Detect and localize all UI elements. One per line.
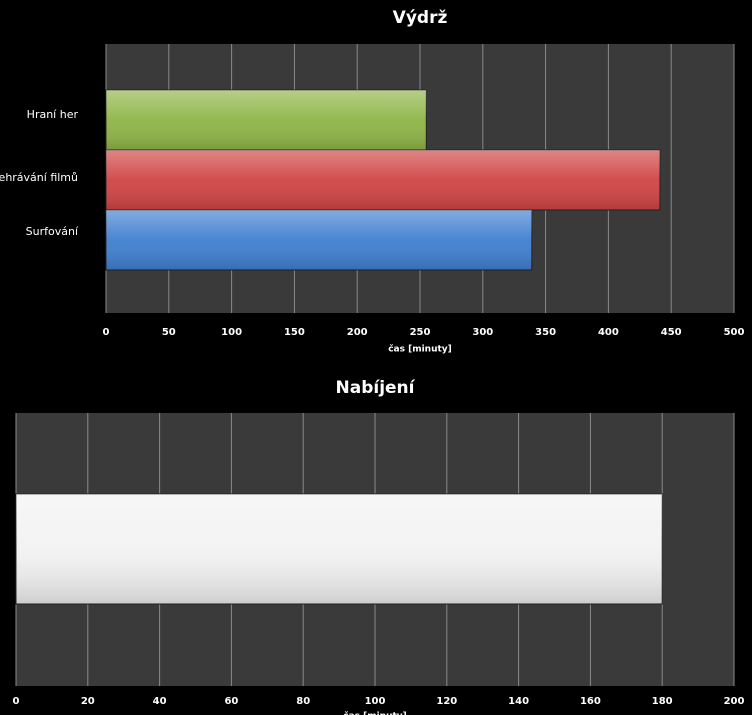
x-tick-label: 120 bbox=[436, 696, 457, 707]
x-tick-label: 200 bbox=[347, 327, 368, 338]
x-tick-label: 160 bbox=[580, 696, 601, 707]
x-tick-label: 250 bbox=[410, 327, 431, 338]
x-tick-label: 0 bbox=[13, 696, 20, 707]
x-tick-label: 200 bbox=[724, 696, 745, 707]
x-tick-label: 180 bbox=[652, 696, 673, 707]
x-tick-label: 500 bbox=[724, 327, 745, 338]
category-label: Surfování bbox=[26, 225, 79, 238]
bar-shine bbox=[106, 90, 427, 150]
x-tick-label: 100 bbox=[365, 696, 386, 707]
chart-title: Nabíjení bbox=[336, 378, 416, 398]
x-tick-label: 60 bbox=[224, 696, 238, 707]
x-tick-label: 300 bbox=[472, 327, 493, 338]
x-axis-title: čas [minuty] bbox=[343, 711, 407, 715]
bar-shine bbox=[106, 210, 532, 270]
x-tick-label: 40 bbox=[153, 696, 167, 707]
x-tick-label: 450 bbox=[661, 327, 682, 338]
x-tick-label: 150 bbox=[284, 327, 305, 338]
x-axis-title: čas [minuty] bbox=[388, 344, 452, 355]
x-tick-label: 80 bbox=[296, 696, 310, 707]
bar-shine bbox=[16, 494, 663, 604]
bar-shine bbox=[106, 150, 660, 210]
category-label: Přehrávání filmů bbox=[0, 171, 78, 184]
x-tick-label: 50 bbox=[162, 327, 176, 338]
chart-title: Výdrž bbox=[393, 8, 448, 28]
x-tick-label: 100 bbox=[221, 327, 242, 338]
x-tick-label: 20 bbox=[81, 696, 95, 707]
category-label: Hraní her bbox=[27, 108, 79, 121]
x-tick-label: 0 bbox=[103, 327, 110, 338]
x-tick-label: 400 bbox=[598, 327, 619, 338]
x-tick-label: 140 bbox=[508, 696, 529, 707]
x-tick-label: 350 bbox=[535, 327, 556, 338]
